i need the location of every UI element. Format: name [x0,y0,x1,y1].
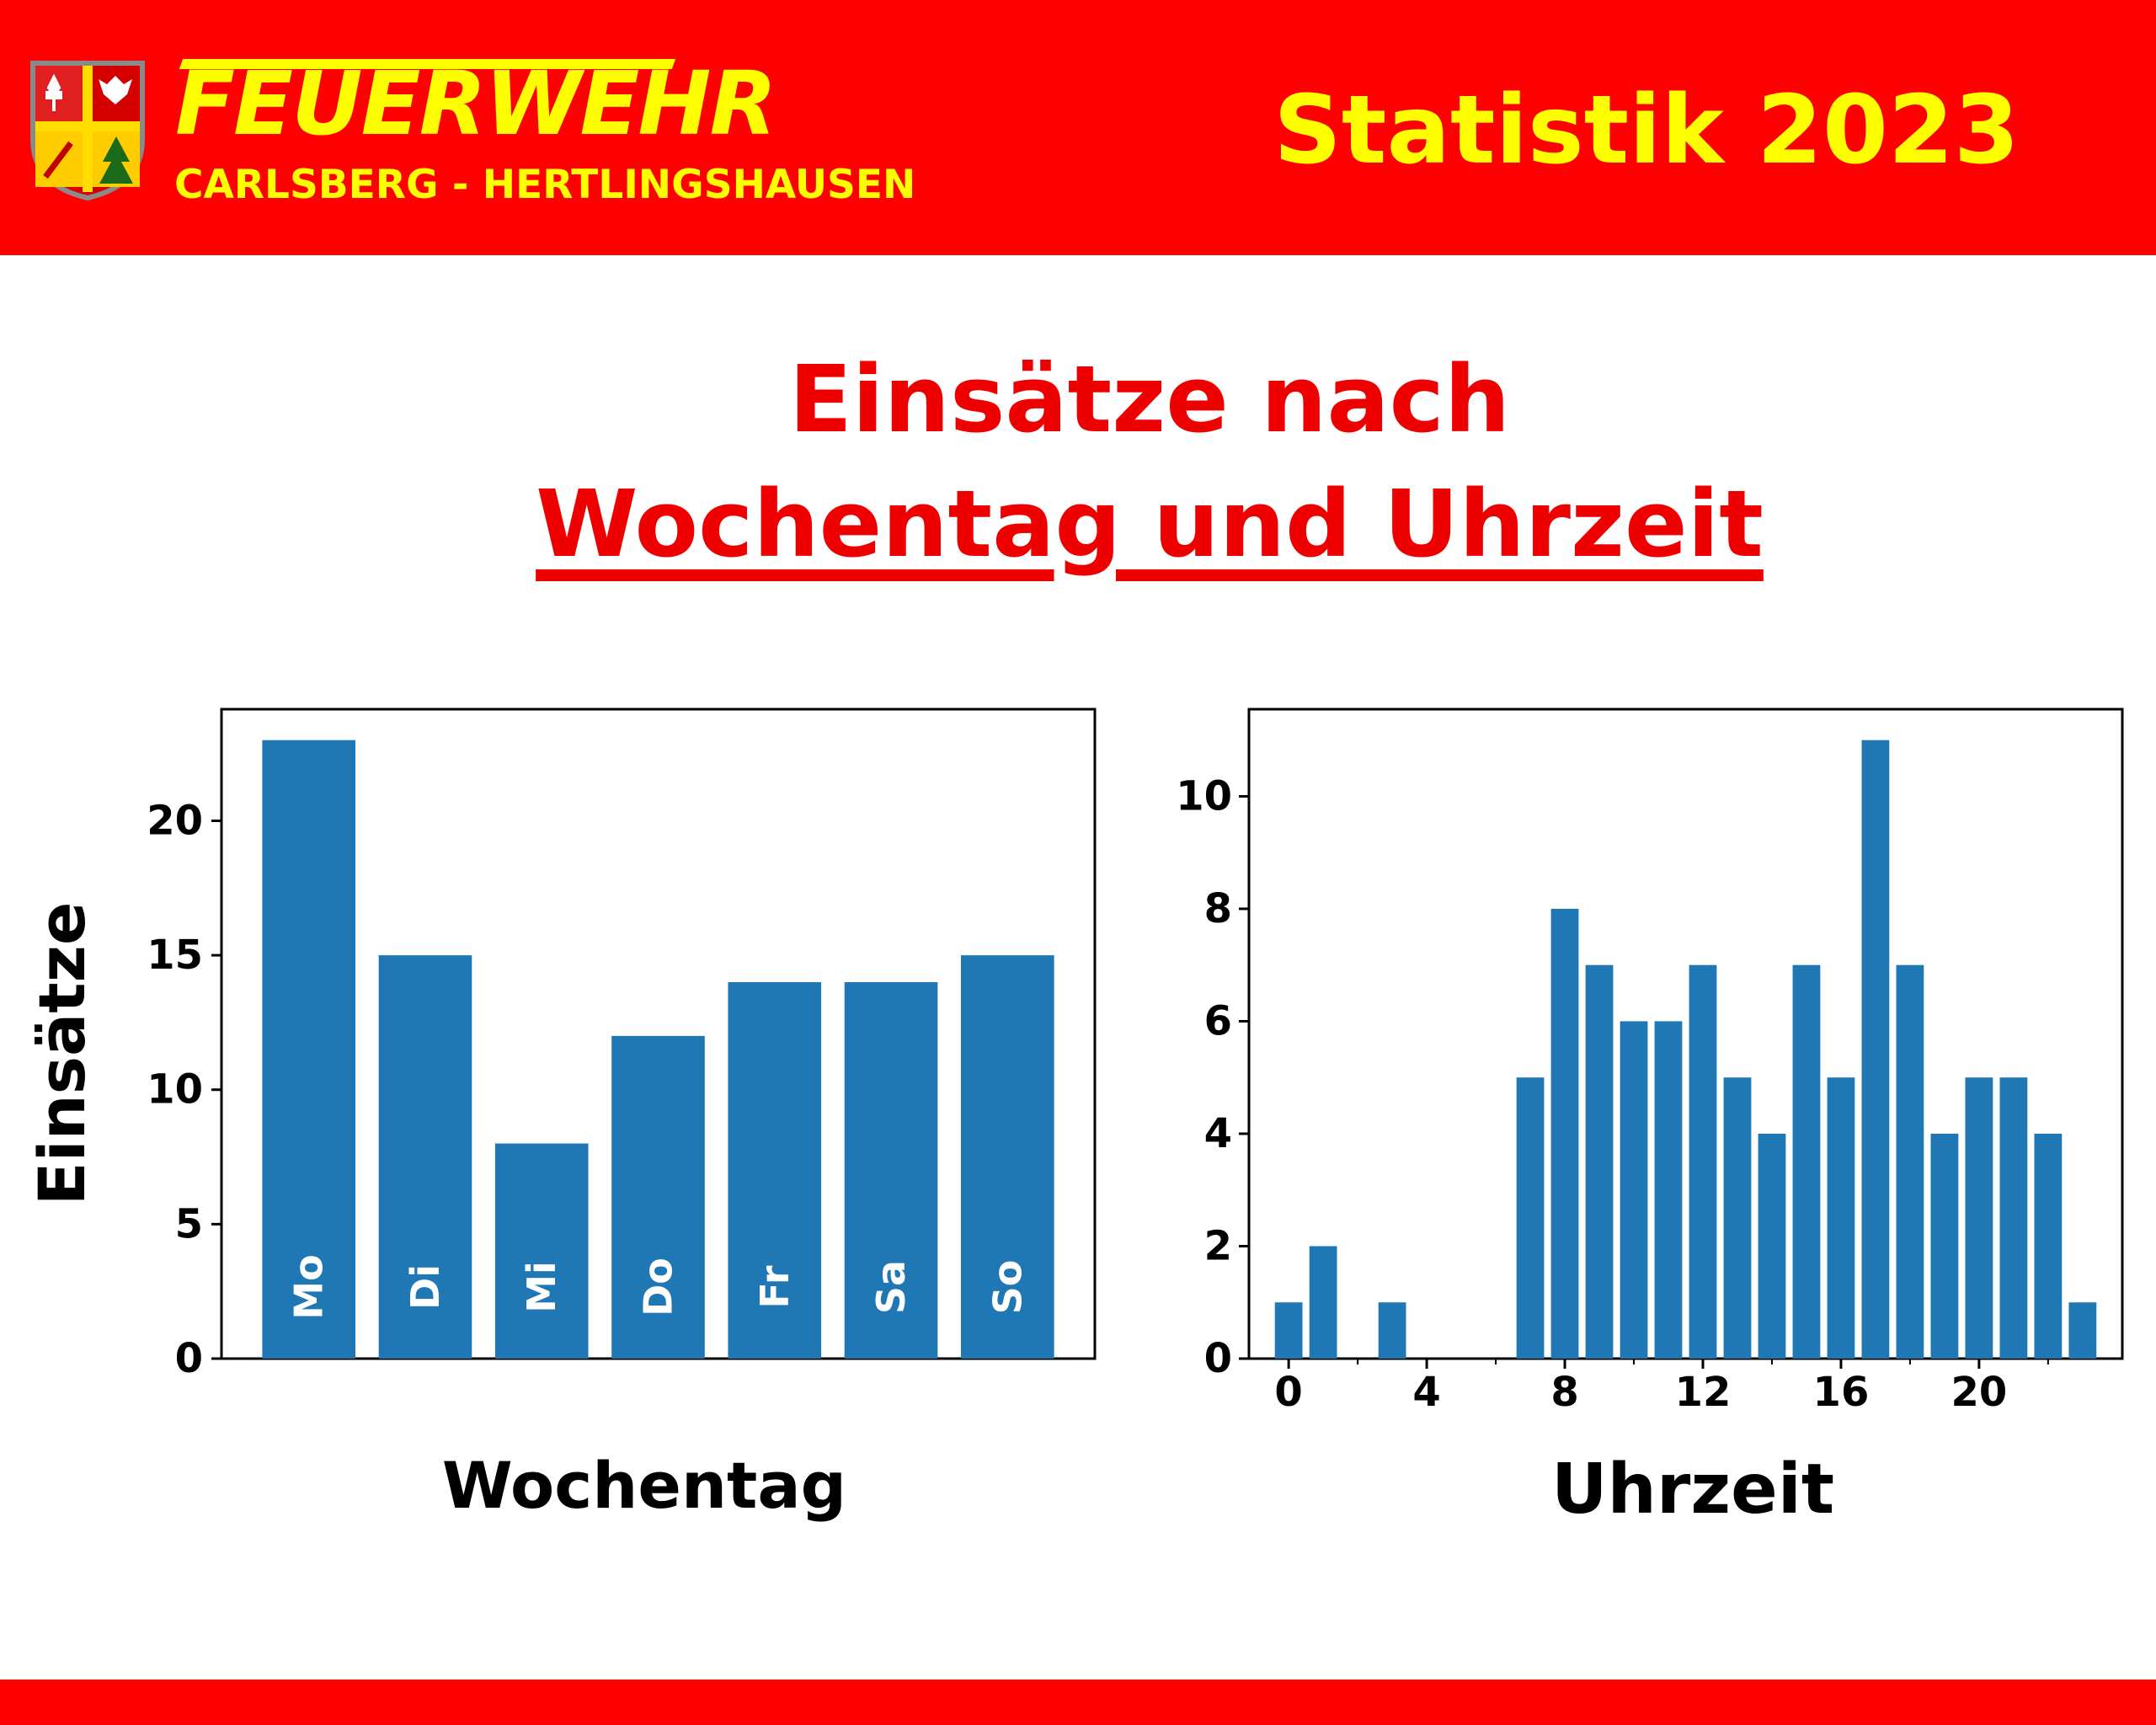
header-banner: FEUERWEHR CARLSBERG - HERTLINGSHAUSEN St… [0,0,2156,255]
weekday-x-axis-title: Wochentag [442,1448,846,1523]
hour-x-tick-label: 20 [1951,1369,2008,1416]
weekday-bar-Mi [494,1143,589,1359]
hour-y-tick-label: 10 [1176,772,1232,820]
hour-bar-17 [1861,740,1890,1359]
hour-x-tick-label: 12 [1675,1369,1732,1416]
hour-bar-22 [2034,1133,2063,1359]
hour-x-tick-label: 0 [1274,1369,1302,1416]
hour-y-tick-label: 2 [1204,1222,1232,1269]
chart-weekday: Mo Di Mi Do Fr Sa So 0 5 10 15 20 Einsätze Wochent… [24,708,1097,1523]
footer-banner [0,1680,2156,1725]
hour-x-axis-title: Uhrzeit [1551,1450,1834,1530]
hour-bar-1 [1309,1246,1337,1359]
hour-bar-9 [1585,964,1614,1359]
brand-subtitle: CARLSBERG - HERTLINGSHAUSEN [174,162,916,208]
hour-bar-0 [1274,1302,1303,1359]
coat-of-arms-icon [30,61,145,201]
hour-bar-8 [1550,908,1579,1359]
weekday-bar-label: Di [403,1264,448,1310]
hour-bar-23 [2068,1302,2097,1359]
chart-hour: 0 2 4 6 8 10 0 4 8 12 16 20 Uhrzeit [1176,708,2124,1530]
hour-bar-10 [1620,1021,1648,1359]
hour-y-tick-label: 0 [1204,1335,1232,1382]
hour-bar-11 [1654,1021,1683,1359]
page-title-line-2: Wochentag und Uhrzeit [536,470,1764,578]
hour-bar-7 [1516,1077,1545,1359]
brand-name: FEUERWEHR [175,52,777,155]
hour-plot-frame [1247,708,2124,1360]
weekday-y-axis-title: Einsätze [24,902,99,1206]
weekday-bar-So [960,955,1054,1359]
weekday-bar-Sa [844,982,938,1359]
hour-x-tick-label: 8 [1550,1369,1578,1416]
hour-bar-19 [1930,1133,1959,1359]
weekday-bar-label: Mo [286,1254,332,1319]
hour-y-tick-label: 8 [1204,885,1232,932]
hour-bar-20 [1965,1077,1993,1359]
hour-x-tick-label: 4 [1412,1369,1440,1416]
page-title: Einsätze nach Wochentag und Uhrzeit [505,337,1794,586]
weekday-y-tick-label: 15 [147,932,203,979]
hour-bar-16 [1827,1077,1855,1359]
weekday-bar-label: So [985,1260,1030,1315]
weekday-bar-Fr [728,982,822,1359]
weekday-y-tick-label: 20 [147,797,203,844]
hour-bar-12 [1689,964,1717,1359]
weekday-bar-Do [611,1035,705,1359]
hour-y-tick-label: 4 [1204,1110,1232,1157]
hour-x-tick-label: 16 [1813,1369,1870,1416]
weekday-y-tick-label: 0 [175,1335,203,1382]
weekday-y-tick-label: 5 [175,1200,203,1247]
hour-bar-13 [1723,1077,1752,1359]
weekday-bar-label: Sa [868,1260,914,1314]
header-title: Statistik 2023 [1273,76,2020,185]
weekday-bar-label: Do [636,1258,681,1316]
weekday-y-tick-label: 10 [147,1066,203,1114]
hour-bar-3 [1378,1302,1406,1359]
hour-bar-18 [1896,964,1924,1359]
hour-bar-14 [1758,1133,1786,1359]
hour-y-tick-label: 6 [1204,997,1232,1044]
hour-bar-15 [1792,964,1821,1359]
page-title-line-1: Einsätze nach [788,345,1511,453]
hour-bar-21 [1999,1077,2028,1359]
weekday-bar-Di [378,955,472,1359]
weekday-bar-label: Fr [752,1265,798,1308]
weekday-bar-label: Mi [519,1261,564,1313]
weekday-bar-Mo [262,740,356,1359]
